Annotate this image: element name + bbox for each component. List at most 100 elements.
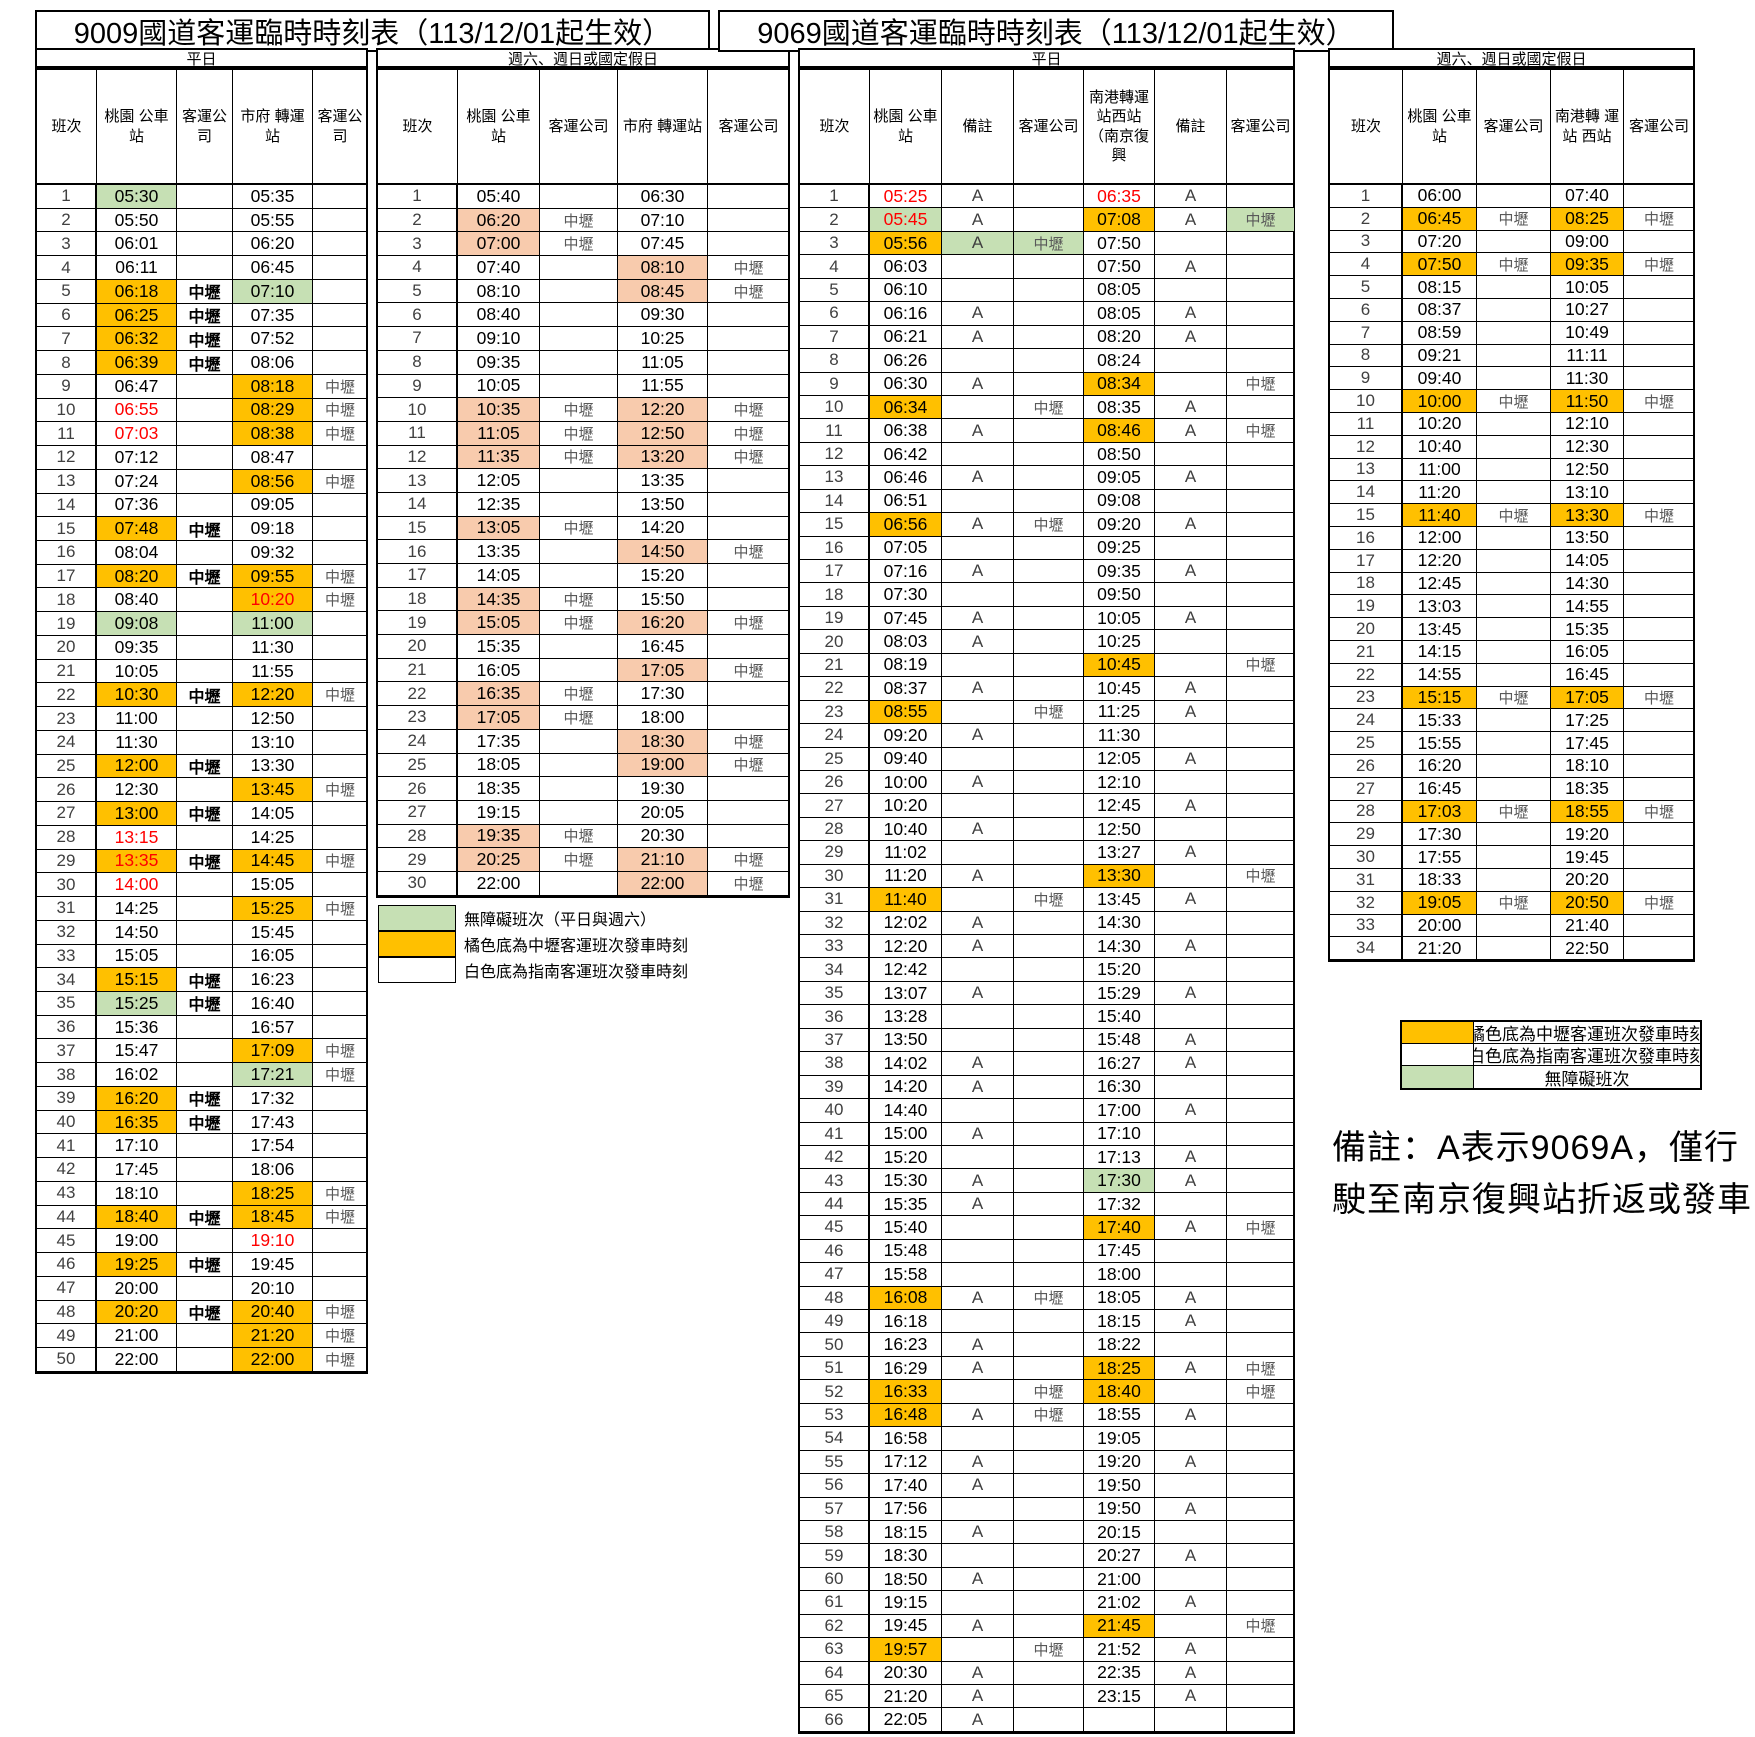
company-cell bbox=[1477, 435, 1551, 459]
trip-number-cell: 30 bbox=[800, 864, 870, 889]
company-cell bbox=[177, 944, 233, 969]
company-cell bbox=[1624, 640, 1695, 664]
company-cell bbox=[313, 754, 368, 779]
company-cell bbox=[1624, 914, 1695, 938]
company-cell bbox=[1624, 549, 1695, 573]
company-cell bbox=[313, 517, 368, 542]
trip-number-cell: 6 bbox=[1330, 298, 1403, 322]
company-cell bbox=[1014, 653, 1084, 678]
company-cell: 中壢 bbox=[708, 256, 790, 280]
time-cell: 11:25 bbox=[1084, 700, 1155, 725]
time-cell: 17:05 bbox=[1551, 686, 1624, 710]
time-cell: 10:40 bbox=[870, 817, 942, 842]
time-cell: 09:50 bbox=[1084, 583, 1155, 607]
time-cell: 06:45 bbox=[1403, 207, 1477, 231]
column-header: 備註 bbox=[1155, 70, 1227, 185]
time-cell: 15:35 bbox=[1551, 618, 1624, 641]
remark-cell bbox=[1155, 489, 1227, 514]
company-cell bbox=[177, 446, 233, 470]
trip-number-cell: 55 bbox=[800, 1450, 870, 1475]
time-cell: 13:50 bbox=[870, 1028, 942, 1053]
time-cell: 15:05 bbox=[458, 611, 540, 636]
time-cell: 09:35 bbox=[97, 635, 177, 660]
time-cell: 21:20 bbox=[870, 1685, 942, 1709]
time-cell: 18:00 bbox=[618, 706, 708, 730]
trip-number-cell: 57 bbox=[800, 1497, 870, 1521]
time-cell: 18:22 bbox=[1084, 1333, 1155, 1357]
company-cell: 中壢 bbox=[540, 398, 618, 422]
remark-cell bbox=[942, 442, 1014, 467]
time-cell: 15:25 bbox=[97, 991, 177, 1016]
remark-cell bbox=[942, 395, 1014, 420]
company-cell bbox=[1014, 1708, 1084, 1732]
time-cell: 07:00 bbox=[458, 232, 540, 257]
column-header: 客運公司 bbox=[1014, 70, 1084, 185]
trip-number-cell: 14 bbox=[37, 493, 97, 518]
time-cell: 10:05 bbox=[1084, 606, 1155, 631]
company-cell: 中壢 bbox=[540, 611, 618, 636]
company-cell: 中壢 bbox=[540, 824, 618, 849]
time-cell: 11:20 bbox=[1403, 481, 1477, 505]
trip-number-cell: 5 bbox=[37, 279, 97, 304]
trip-number-cell: 20 bbox=[1330, 618, 1403, 641]
time-cell: 08:59 bbox=[1403, 321, 1477, 345]
company-cell bbox=[1014, 1052, 1084, 1076]
time-cell: 16:08 bbox=[870, 1286, 942, 1310]
company-cell bbox=[1477, 185, 1551, 208]
remark-cell: A bbox=[942, 1474, 1014, 1498]
trip-number-cell: 51 bbox=[800, 1356, 870, 1381]
time-cell: 13:07 bbox=[870, 981, 942, 1006]
remark-cell bbox=[1155, 231, 1227, 256]
company-cell bbox=[708, 564, 790, 588]
time-cell: 06:45 bbox=[233, 256, 313, 280]
trip-number-cell: 41 bbox=[800, 1122, 870, 1146]
company-cell bbox=[313, 256, 368, 280]
trip-number-cell: 11 bbox=[1330, 412, 1403, 436]
company-cell: 中壢 bbox=[177, 1205, 233, 1230]
company-cell: 中壢 bbox=[708, 279, 790, 304]
company-cell bbox=[1227, 325, 1295, 350]
time-cell: 08:45 bbox=[618, 279, 708, 304]
trip-number-cell: 46 bbox=[800, 1239, 870, 1264]
company-cell bbox=[1014, 1028, 1084, 1053]
trip-number-cell: 27 bbox=[378, 800, 458, 825]
trip-number-cell: 11 bbox=[378, 421, 458, 446]
time-cell: 05:45 bbox=[870, 208, 942, 232]
remark-cell: A bbox=[942, 606, 1014, 631]
trip-number-cell: 27 bbox=[37, 802, 97, 826]
trip-number-cell: 37 bbox=[37, 1039, 97, 1064]
time-cell: 09:20 bbox=[1084, 513, 1155, 537]
time-cell: 19:05 bbox=[1403, 891, 1477, 915]
time-cell: 17:25 bbox=[1551, 709, 1624, 733]
company-cell bbox=[177, 612, 233, 636]
company-cell bbox=[1227, 677, 1295, 701]
column-header: 客運公司 bbox=[1227, 70, 1295, 185]
company-cell bbox=[540, 492, 618, 517]
company-cell bbox=[708, 777, 790, 801]
company-cell bbox=[1014, 911, 1084, 935]
remark-cell: A bbox=[1155, 606, 1227, 631]
time-cell: 13:00 bbox=[97, 802, 177, 826]
company-cell bbox=[1014, 419, 1084, 443]
time-cell: 05:40 bbox=[458, 185, 540, 209]
company-cell bbox=[1014, 606, 1084, 631]
company-cell bbox=[1227, 1145, 1295, 1170]
company-cell bbox=[1227, 231, 1295, 256]
trip-number-cell: 5 bbox=[378, 279, 458, 304]
company-cell bbox=[1014, 442, 1084, 467]
company-cell bbox=[1227, 466, 1295, 490]
remark-cell bbox=[942, 1427, 1014, 1451]
company-cell: 中壢 bbox=[1624, 800, 1695, 824]
time-cell: 14:30 bbox=[1551, 572, 1624, 596]
legend-row-orange: 橘色底為中壢客運班次發車時刻 bbox=[378, 931, 688, 957]
time-cell: 21:20 bbox=[233, 1324, 313, 1348]
company-cell bbox=[1227, 1192, 1295, 1217]
company-cell bbox=[313, 446, 368, 470]
remark-cell: A bbox=[1155, 1169, 1227, 1193]
time-cell: 20:20 bbox=[1551, 868, 1624, 892]
company-cell: 中壢 bbox=[1624, 207, 1695, 231]
company-cell bbox=[1624, 823, 1695, 847]
company-cell bbox=[1014, 981, 1084, 1006]
time-cell: 13:10 bbox=[1551, 481, 1624, 505]
remark-cell bbox=[942, 747, 1014, 771]
